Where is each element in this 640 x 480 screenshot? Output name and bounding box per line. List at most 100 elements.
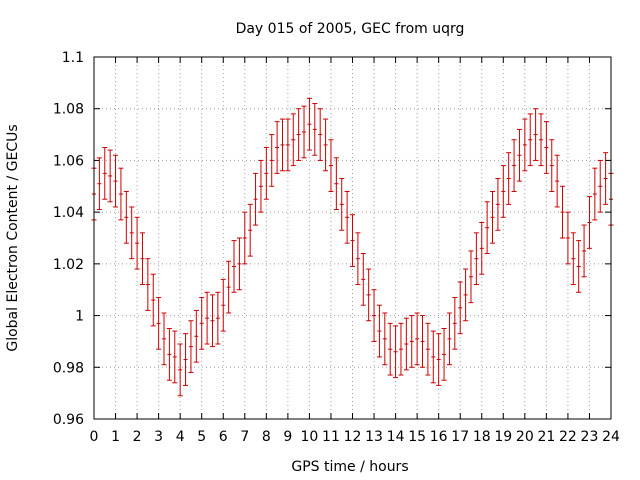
x-tick-label: 4 — [176, 429, 185, 445]
data-point — [333, 157, 339, 211]
data-point — [511, 139, 517, 192]
chart-title: Day 015 of 2005, GEC from uqrg — [236, 21, 465, 37]
data-point — [414, 312, 420, 366]
data-point — [204, 291, 210, 345]
data-point — [570, 232, 576, 286]
data-point — [129, 206, 135, 260]
data-point — [382, 312, 388, 366]
data-point — [161, 312, 167, 366]
data-point — [506, 152, 512, 205]
data-point — [457, 281, 463, 335]
x-tick-label: 24 — [602, 429, 620, 445]
data-point — [328, 139, 334, 192]
data-point — [387, 322, 393, 376]
data-point — [306, 97, 312, 151]
data-point — [193, 309, 199, 363]
y-tick-label: 0.96 — [53, 412, 84, 428]
data-point — [317, 108, 323, 161]
data-point — [376, 304, 382, 358]
data-point — [549, 139, 555, 192]
data-point — [393, 325, 399, 379]
data-point — [430, 330, 436, 384]
x-axis-label: GPS time / hours — [291, 459, 408, 475]
data-point — [215, 291, 221, 345]
x-tick-label: 23 — [581, 429, 599, 445]
data-point — [603, 152, 609, 205]
data-point — [344, 190, 350, 244]
data-point — [247, 203, 253, 257]
x-tick-label: 1 — [111, 429, 120, 445]
x-tick-label: 9 — [283, 429, 292, 445]
data-point — [473, 232, 479, 286]
data-point — [398, 322, 404, 376]
data-point — [236, 237, 242, 291]
x-tick-label: 22 — [559, 429, 577, 445]
x-tick-label: 21 — [537, 429, 555, 445]
data-point — [145, 258, 151, 311]
plot-frame — [93, 56, 612, 420]
data-point — [586, 196, 592, 249]
data-point — [123, 190, 129, 244]
data-point — [484, 201, 490, 255]
y-tick-label: 1.04 — [53, 205, 84, 221]
data-point — [323, 118, 329, 172]
y-tick-label: 1.06 — [53, 153, 84, 169]
data-point — [290, 113, 296, 167]
data-point — [495, 178, 501, 231]
data-point — [350, 214, 355, 267]
x-tick-labels: 0 1 2 3 4 5 6 7 8 9 10 11 12 13 14 15 16 17 18 19 20 21 22 23 24 — [90, 429, 620, 445]
data-point — [576, 240, 582, 293]
y-tick-label: 0.98 — [53, 360, 84, 376]
data-point — [479, 221, 485, 275]
data-point — [139, 232, 145, 286]
data-point — [468, 250, 474, 304]
x-tick-label: 8 — [262, 429, 271, 445]
x-tick-label: 20 — [516, 429, 534, 445]
x-tick-label: 19 — [494, 429, 512, 445]
x-tick-label: 7 — [240, 429, 249, 445]
x-tick-label: 11 — [322, 429, 340, 445]
data-point — [269, 134, 275, 187]
x-tick-label: 0 — [90, 429, 99, 445]
data-point — [177, 343, 183, 397]
y-axis-label: Global Electron Content / GECUs — [5, 124, 21, 351]
gec-series — [91, 97, 614, 397]
data-point — [543, 121, 549, 174]
data-point — [446, 312, 452, 366]
data-point — [516, 128, 522, 182]
data-point — [96, 157, 102, 211]
data-point — [258, 159, 264, 213]
data-point — [355, 232, 361, 286]
data-point — [113, 154, 119, 208]
data-point — [226, 260, 232, 314]
data-point — [409, 315, 415, 368]
data-point — [490, 190, 496, 244]
data-point — [371, 289, 377, 342]
data-point — [425, 322, 431, 376]
axis-ticks — [93, 56, 612, 420]
data-point — [220, 278, 226, 332]
data-point — [366, 268, 372, 322]
x-tick-label: 5 — [197, 429, 206, 445]
data-point — [533, 108, 539, 161]
data-point — [538, 113, 544, 167]
data-point — [522, 118, 528, 172]
y-tick-label: 1.1 — [62, 50, 84, 66]
x-tick-label: 12 — [344, 429, 362, 445]
data-point — [592, 167, 598, 221]
data-point — [403, 317, 409, 371]
data-point — [188, 320, 194, 373]
x-tick-label: 2 — [133, 429, 142, 445]
data-point — [565, 211, 571, 265]
data-point — [597, 159, 603, 213]
data-point — [527, 113, 533, 167]
data-point — [500, 165, 506, 218]
data-point — [301, 105, 307, 159]
data-point — [263, 147, 269, 200]
data-point — [156, 296, 162, 350]
y-tick-labels: 0.96 0.98 1 1.02 1.04 1.06 1.08 1.1 — [53, 50, 84, 428]
x-tick-label: 13 — [365, 429, 383, 445]
data-point — [150, 273, 156, 327]
data-point — [436, 333, 442, 386]
